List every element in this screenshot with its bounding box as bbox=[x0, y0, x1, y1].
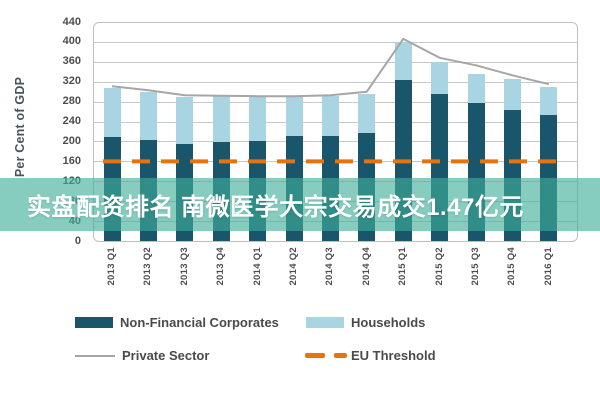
overlay-banner-text: 实盘配资排名 南微医学大宗交易成交1.47亿元 bbox=[27, 194, 524, 221]
y-tick-label-200: 200 bbox=[62, 134, 81, 147]
x-tick-label-2013-Q2: 2013 Q2 bbox=[142, 247, 154, 286]
x-tick-label-2013-Q1: 2013 Q1 bbox=[106, 247, 117, 286]
bar-households-2015-Q1 bbox=[394, 41, 412, 80]
legend-item-non-financial-corporates: Non-Financial Corporates bbox=[75, 315, 279, 330]
legend-label-private-sector: Private Sector bbox=[122, 348, 210, 363]
x-tick-label-2015-Q3: 2015 Q3 bbox=[470, 247, 481, 286]
bar-households-2014-Q2 bbox=[285, 96, 303, 136]
bar-households-2015-Q3 bbox=[467, 74, 485, 104]
legend-label-eu-threshold: EU Threshold bbox=[351, 348, 436, 363]
bar-households-2014-Q4 bbox=[358, 93, 376, 133]
x-tick-label-2013-Q4: 2013 Q4 bbox=[215, 247, 227, 286]
legend-label-non-financial-corporates: Non-Financial Corporates bbox=[120, 315, 279, 330]
x-tick-label-2013-Q3: 2013 Q3 bbox=[178, 247, 190, 286]
private-sector-line-swatch bbox=[75, 354, 115, 357]
x-tick-label-2015-Q1: 2015 Q1 bbox=[397, 247, 409, 286]
bar-households-2016-Q1 bbox=[540, 86, 558, 116]
y-tick-label-400: 400 bbox=[62, 35, 81, 48]
x-tick-label-2015-Q2: 2015 Q2 bbox=[433, 247, 445, 286]
y-tick-label-0: 0 bbox=[74, 234, 81, 247]
bar-households-2014-Q1 bbox=[249, 96, 267, 141]
bar-households-2013-Q3 bbox=[176, 96, 194, 145]
y-tick-label-320: 320 bbox=[62, 75, 81, 88]
x-tick-label-2016-Q1: 2016 Q1 bbox=[542, 247, 554, 286]
legend-item-private-sector: Private Sector bbox=[75, 348, 209, 363]
bar-households-2015-Q4 bbox=[503, 79, 521, 111]
y-axis-title: Per Cent of GDP bbox=[13, 76, 27, 178]
legend-item-eu-threshold: EU Threshold bbox=[305, 348, 436, 363]
x-tick-label-2014-Q4: 2014 Q4 bbox=[360, 247, 372, 286]
bar-households-2015-Q2 bbox=[431, 61, 449, 95]
y-tick-label-240: 240 bbox=[62, 115, 81, 128]
x-tick-label-2015-Q4: 2015 Q4 bbox=[506, 247, 518, 286]
bar-households-2013-Q2 bbox=[139, 92, 157, 140]
y-tick-label-360: 360 bbox=[62, 55, 81, 68]
y-tick-label-280: 280 bbox=[62, 95, 81, 108]
bar-households-2013-Q1 bbox=[103, 87, 121, 138]
gridline-400 bbox=[93, 41, 578, 43]
households-swatch bbox=[306, 317, 344, 328]
gridline-360 bbox=[93, 61, 578, 63]
bar-households-2014-Q3 bbox=[321, 96, 339, 136]
x-tick-label-2014-Q1: 2014 Q1 bbox=[251, 247, 263, 286]
x-tick-label-2014-Q2: 2014 Q2 bbox=[288, 247, 299, 286]
non-financial-corporates-swatch bbox=[75, 317, 113, 328]
overlay-banner: 实盘配资排名 南微医学大宗交易成交1.47亿元 bbox=[0, 178, 600, 231]
x-tick-label-2014-Q3: 2014 Q3 bbox=[324, 247, 336, 286]
y-tick-label-160: 160 bbox=[62, 154, 81, 167]
legend-label-households: Households bbox=[351, 315, 426, 330]
legend-item-households: Households bbox=[306, 315, 425, 330]
eu-threshold-dash-swatch bbox=[305, 353, 347, 358]
y-tick-label-440: 440 bbox=[62, 15, 81, 28]
bar-households-2013-Q4 bbox=[212, 96, 230, 142]
